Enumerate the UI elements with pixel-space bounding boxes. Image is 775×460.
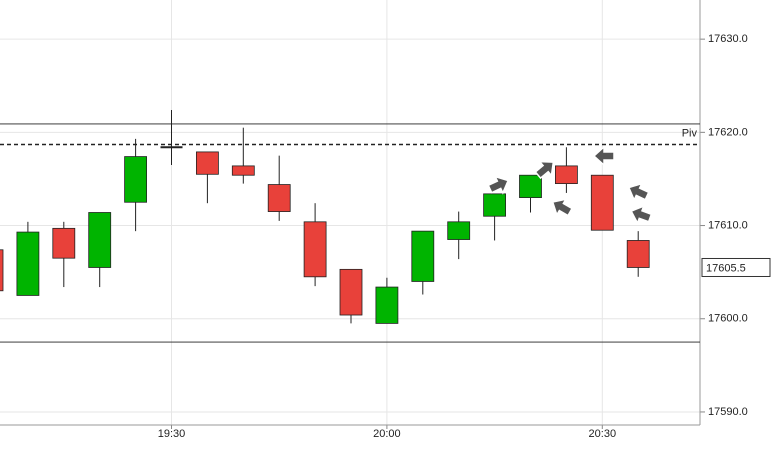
candle-body — [16, 231, 40, 296]
candle-body — [124, 156, 147, 203]
candle-body — [52, 227, 76, 259]
candle-body — [626, 240, 650, 268]
arrow — [534, 160, 555, 180]
candle-body — [339, 268, 363, 316]
candle-body — [88, 212, 112, 268]
candle-body — [195, 151, 219, 175]
x-tick-label: 20:00 — [373, 428, 401, 440]
level-label: Piv — [682, 127, 698, 139]
price-label: 17605.5 — [706, 262, 746, 274]
candle-body — [0, 249, 4, 292]
arrow — [627, 182, 650, 202]
candle-body — [519, 174, 542, 198]
arrow — [551, 198, 574, 217]
arrow — [630, 204, 653, 225]
candle-body — [267, 184, 291, 212]
candle-body — [375, 286, 399, 324]
y-tick-label: 17630.0 — [708, 33, 748, 45]
candle-body — [303, 221, 327, 278]
y-tick-label: 17620.0 — [708, 126, 748, 138]
candle-body — [231, 165, 255, 176]
y-tick-label: 17600.0 — [708, 313, 748, 325]
price-box — [701, 257, 771, 277]
candle-body — [483, 193, 507, 217]
arrow — [487, 175, 510, 195]
candle-body — [411, 230, 435, 282]
arrow — [592, 145, 615, 167]
x-tick-label: 19:30 — [158, 428, 186, 440]
x-tick-label: 20:30 — [589, 428, 617, 440]
y-tick-label: 17590.0 — [708, 406, 748, 418]
candle-body — [590, 174, 614, 231]
y-tick-label: 17610.0 — [708, 219, 748, 231]
annotation-arrows — [487, 145, 653, 225]
candle-body — [447, 221, 471, 240]
candle-body — [555, 165, 578, 185]
